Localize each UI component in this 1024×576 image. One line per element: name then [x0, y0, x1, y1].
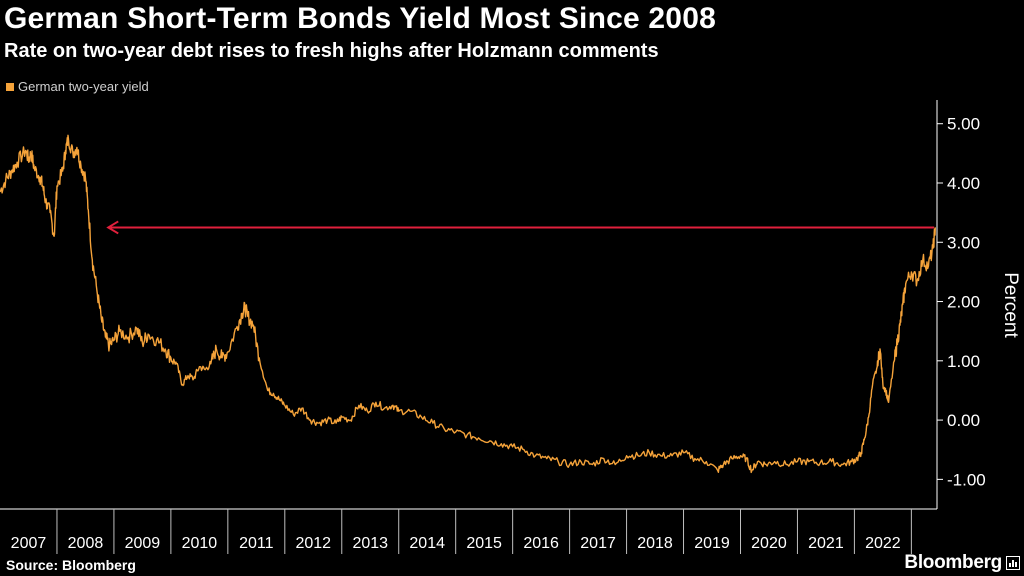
arrow-annotation-head [106, 220, 119, 235]
bar-chart-icon [1006, 556, 1020, 570]
chart-title: German Short-Term Bonds Yield Most Since… [4, 2, 716, 35]
y-tick-label: 1.00 [947, 352, 980, 371]
x-tick-label: 2014 [409, 535, 445, 552]
legend-swatch [6, 82, 14, 91]
x-tick-label: 2012 [295, 535, 331, 552]
x-tick-label: 2022 [865, 535, 901, 552]
legend-label: German two-year yield [18, 79, 149, 94]
source-note: Source: Bloomberg [6, 557, 136, 573]
brand-logo: Bloomberg [904, 552, 1002, 573]
y-tick-label: 5.00 [947, 115, 980, 134]
x-tick-label: 2009 [125, 535, 161, 552]
x-tick-label: 2018 [637, 535, 673, 552]
chart-subtitle: Rate on two-year debt rises to fresh hig… [4, 40, 659, 62]
y-tick-label: 2.00 [947, 293, 980, 312]
y-tick-label: 0.00 [947, 411, 980, 430]
x-tick-label: 2008 [68, 535, 104, 552]
y-tick-label: -1.00 [947, 470, 986, 489]
x-tick-label: 2015 [466, 535, 502, 552]
x-tick-label: 2020 [751, 535, 787, 552]
y-axis-title: Percent [1000, 272, 1021, 338]
legend: German two-year yield [6, 79, 149, 94]
x-tick-label: 2013 [352, 535, 388, 552]
x-tick-label: 2019 [694, 535, 730, 552]
x-tick-label: 2011 [239, 535, 274, 552]
y-tick-label: 3.00 [947, 233, 980, 252]
x-tick-label: 2017 [580, 535, 616, 552]
series-line-german-two-year-yield [0, 134, 936, 474]
x-tick-label: 2007 [11, 535, 47, 552]
x-tick-label: 2016 [523, 535, 559, 552]
y-tick-label: 4.00 [947, 174, 980, 193]
x-tick-label: 2010 [182, 535, 218, 552]
x-tick-label: 2021 [808, 535, 844, 552]
